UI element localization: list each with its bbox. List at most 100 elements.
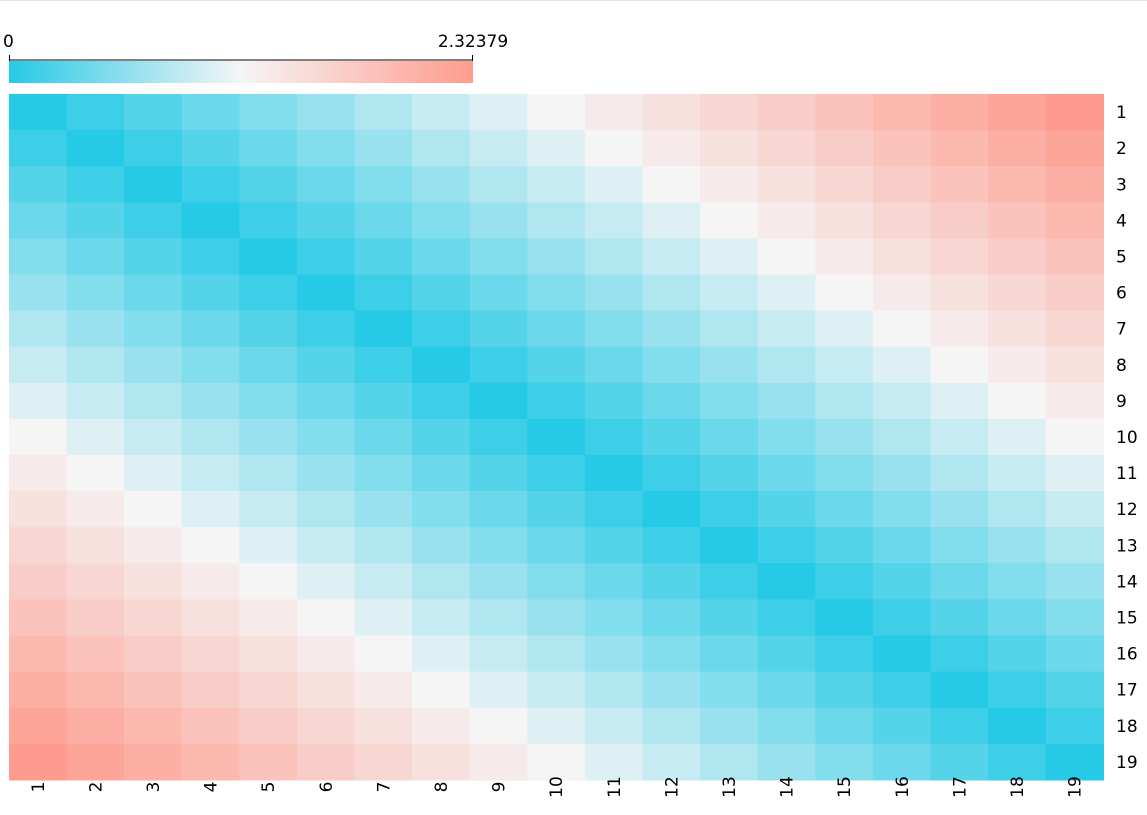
heatmap-cell-r8-c15 — [815, 346, 874, 384]
heatmap-cell-r15-c14 — [757, 599, 816, 637]
heatmap-cell-r19-c3 — [124, 743, 183, 781]
heatmap-cell-r1-c18 — [988, 94, 1047, 131]
heatmap-cell-r15-c17 — [930, 599, 989, 637]
heatmap-cell-r2-c11 — [585, 130, 644, 167]
heatmap-cell-r11-c7 — [354, 455, 413, 492]
heatmap-cell-r6-c1 — [9, 274, 68, 312]
heatmap-cell-r10-c13 — [700, 418, 759, 456]
heatmap-cell-r14-c5 — [239, 563, 298, 600]
heatmap-cell-r11-c12 — [642, 455, 701, 492]
heatmap-cell-r17-c5 — [239, 671, 298, 709]
heatmap-cell-r15-c12 — [642, 599, 701, 637]
heatmap-cell-r12-c1 — [9, 491, 68, 528]
x-tick-label: 18 — [1008, 776, 1028, 798]
heatmap-cell-r3-c18 — [988, 166, 1047, 203]
heatmap-cell-r9-c13 — [700, 382, 759, 420]
heatmap-cell-r8-c17 — [930, 346, 989, 384]
x-tick-label: 9 — [490, 782, 510, 793]
heatmap-cell-r16-c7 — [354, 635, 413, 673]
heatmap-cell-r2-c12 — [642, 130, 701, 167]
heatmap-cell-r4-c5 — [239, 202, 298, 239]
heatmap-cell-r8-c5 — [239, 346, 298, 384]
heatmap-cell-r7-c17 — [930, 310, 989, 348]
heatmap-cell-r14-c19 — [1045, 563, 1104, 600]
heatmap-cell-r6-c4 — [181, 274, 240, 312]
heatmap-cell-r7-c19 — [1045, 310, 1104, 348]
heatmap-cell-r9-c8 — [412, 382, 471, 420]
heatmap-cell-r4-c6 — [297, 202, 356, 239]
heatmap-cell-r9-c12 — [642, 382, 701, 420]
heatmap-cell-r11-c3 — [124, 455, 183, 492]
heatmap-cell-r11-c2 — [66, 455, 125, 492]
heatmap-cell-r13-c14 — [757, 527, 816, 564]
heatmap-cell-r2-c2 — [66, 130, 125, 167]
heatmap-cell-r15-c7 — [354, 599, 413, 637]
y-tick-label: 2 — [1116, 139, 1127, 159]
heatmap-cell-r5-c19 — [1045, 238, 1104, 276]
heatmap-cell-r16-c11 — [585, 635, 644, 673]
heatmap-cell-r17-c16 — [873, 671, 932, 709]
x-tick-label: 12 — [662, 776, 682, 798]
x-tick-label: 5 — [259, 782, 279, 793]
heatmap-cell-r3-c19 — [1045, 166, 1104, 203]
heatmap-cell-r10-c16 — [873, 418, 932, 456]
heatmap-cell-r8-c4 — [181, 346, 240, 384]
heatmap-cell-r18-c8 — [412, 707, 471, 745]
heatmap-cell-r1-c3 — [124, 94, 183, 131]
heatmap-cell-r9-c19 — [1045, 382, 1104, 420]
heatmap-cell-r2-c15 — [815, 130, 874, 167]
heatmap-cell-r11-c14 — [757, 455, 816, 492]
heatmap-cell-r15-c19 — [1045, 599, 1104, 637]
heatmap-cell-r2-c1 — [9, 130, 68, 167]
heatmap-cell-r16-c9 — [469, 635, 528, 673]
heatmap-cell-r10-c19 — [1045, 418, 1104, 456]
heatmap-cell-r1-c15 — [815, 94, 874, 131]
heatmap-cell-r14-c12 — [642, 563, 701, 600]
heatmap-cell-r7-c1 — [9, 310, 68, 348]
heatmap-cell-r15-c4 — [181, 599, 240, 637]
heatmap-cell-r3-c10 — [527, 166, 586, 203]
heatmap-cell-r10-c11 — [585, 418, 644, 456]
heatmap-cell-r12-c4 — [181, 491, 240, 528]
heatmap-cell-r16-c17 — [930, 635, 989, 673]
heatmap-cell-r10-c8 — [412, 418, 471, 456]
heatmap-cell-r9-c11 — [585, 382, 644, 420]
heatmap-cell-r12-c9 — [469, 491, 528, 528]
heatmap-cell-r11-c16 — [873, 455, 932, 492]
heatmap-cell-r16-c1 — [9, 635, 68, 673]
heatmap-cell-r8-c11 — [585, 346, 644, 384]
heatmap-cell-r1-c17 — [930, 94, 989, 131]
heatmap-cell-r16-c8 — [412, 635, 471, 673]
heatmap-cell-r9-c6 — [297, 382, 356, 420]
heatmap-cell-r18-c6 — [297, 707, 356, 745]
heatmap-cell-r17-c9 — [469, 671, 528, 709]
heatmap-cell-r16-c3 — [124, 635, 183, 673]
heatmap-cell-r17-c10 — [527, 671, 586, 709]
heatmap-cell-r11-c15 — [815, 455, 874, 492]
heatmap-cell-r17-c14 — [757, 671, 816, 709]
heatmap-cell-r3-c16 — [873, 166, 932, 203]
heatmap-cell-r8-c3 — [124, 346, 183, 384]
heatmap-cell-r1-c4 — [181, 94, 240, 131]
heatmap-cell-r5-c2 — [66, 238, 125, 276]
heatmap-cell-r15-c3 — [124, 599, 183, 637]
heatmap-cell-r18-c16 — [873, 707, 932, 745]
heatmap-cell-r12-c8 — [412, 491, 471, 528]
heatmap-cell-r3-c17 — [930, 166, 989, 203]
heatmap-cell-r16-c18 — [988, 635, 1047, 673]
heatmap-cell-r9-c2 — [66, 382, 125, 420]
heatmap-cell-r18-c10 — [527, 707, 586, 745]
heatmap-cell-r4-c13 — [700, 202, 759, 239]
heatmap-cell-r19-c17 — [930, 743, 989, 781]
heatmap-cell-r12-c16 — [873, 491, 932, 528]
heatmap-cell-r16-c15 — [815, 635, 874, 673]
heatmap-cell-r19-c4 — [181, 743, 240, 781]
y-tick-label: 16 — [1116, 645, 1138, 665]
heatmap-cell-r10-c12 — [642, 418, 701, 456]
heatmap-cell-r6-c14 — [757, 274, 816, 312]
x-tick-label: 2 — [86, 782, 106, 793]
heatmap-cell-r7-c3 — [124, 310, 183, 348]
heatmap-cell-r15-c13 — [700, 599, 759, 637]
heatmap-cell-r3-c3 — [124, 166, 183, 203]
heatmap-cell-r8-c1 — [9, 346, 68, 384]
